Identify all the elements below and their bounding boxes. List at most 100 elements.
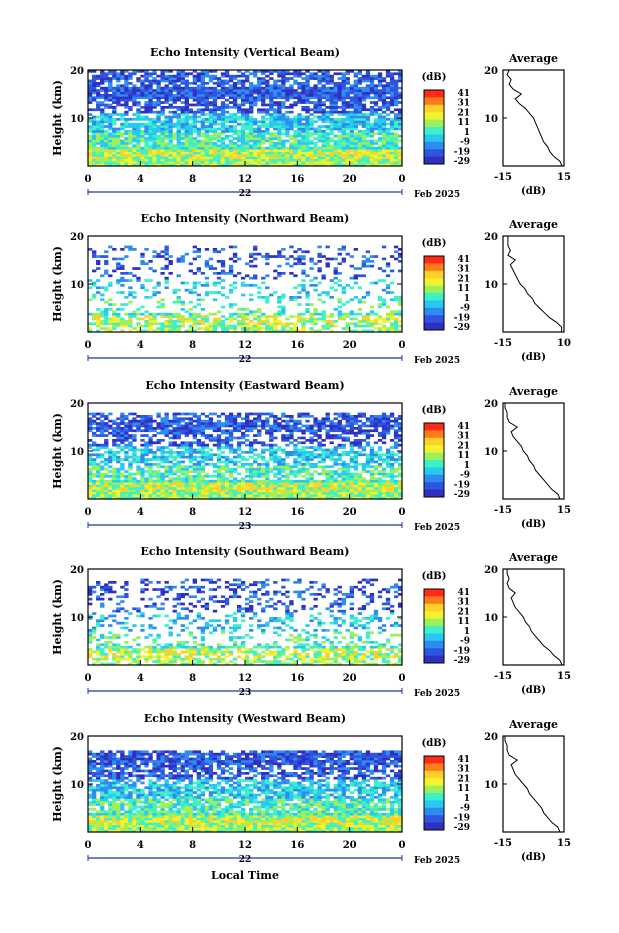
heatmap-cell [233,274,237,277]
heatmap-cell [201,94,205,97]
heatmap-cell [116,265,120,268]
heatmap-cell [370,132,374,135]
heatmap-cell [382,101,386,104]
heatmap-cell [330,449,334,452]
colorbar-tick-label: -9 [460,304,470,314]
heatmap-cell [269,132,273,135]
heatmap-cell [124,101,128,104]
heatmap-cell [229,113,233,116]
heatmap-cell [144,248,148,251]
heatmap-cell [253,492,257,495]
heatmap-cell [321,310,325,313]
heatmap-cell [140,84,144,87]
heatmap-cell [362,120,366,123]
heatmap-cell [338,72,342,75]
heatmap-cell [116,267,120,270]
heatmap-cell [257,468,261,471]
heatmap-cell [378,279,382,282]
heatmap-cell [185,161,189,164]
heatmap-cell [221,475,225,478]
heatmap-cell [164,480,168,483]
heatmap-cell [354,154,358,157]
heatmap-cell [177,482,181,485]
heatmap-cell [330,125,334,128]
heatmap-cell [189,487,193,490]
heatmap-cell [293,451,297,454]
heatmap-cell [217,154,221,157]
heatmap-cell [253,475,257,478]
heatmap-cell [225,106,229,109]
heatmap-cell [241,142,245,145]
heatmap-cell [342,303,346,306]
heatmap-cell [128,444,132,447]
heatmap-cell [132,159,136,162]
heatmap-cell [394,140,398,143]
heatmap-cell [116,482,120,485]
heatmap-cell [92,255,96,258]
heatmap-cell [366,480,370,483]
heatmap-cell [265,473,269,476]
heatmap-cell [124,475,128,478]
heatmap-cell [152,135,156,138]
heatmap-cell [273,473,277,476]
heatmap-cell [362,80,366,83]
heatmap-cell [321,482,325,485]
heatmap-cell [253,159,257,162]
heatmap-cell [334,282,338,285]
heatmap-cell [362,482,366,485]
heatmap-cell [281,89,285,92]
heatmap-cell [205,325,209,328]
heatmap-cell [382,80,386,83]
heatmap-cell [354,465,358,468]
heatmap-cell [354,296,358,299]
heatmap-cell [177,144,181,147]
heatmap-cell [177,125,181,128]
heatmap-cell [249,468,253,471]
heatmap-cell [350,485,354,488]
heatmap-cell [140,318,144,321]
heatmap-cell [92,75,96,78]
heatmap-cell [354,118,358,121]
heatmap-cell [354,480,358,483]
heatmap-cell [96,147,100,150]
heatmap-cell [152,480,156,483]
heatmap-cell [293,125,297,128]
heatmap-cell [285,130,289,133]
heatmap-cell [144,130,148,133]
heatmap-cell [112,477,116,480]
heatmap-cell [116,142,120,145]
heatmap-cell [144,128,148,131]
heatmap-cell [197,111,201,114]
heatmap-cell [370,113,374,116]
heatmap-cell [394,82,398,85]
heatmap-cell [374,84,378,87]
heatmap-cell [249,82,253,85]
heatmap-cell [132,128,136,131]
heatmap-cell [229,303,233,306]
heatmap-cell [257,159,261,162]
heatmap-cell [108,77,112,80]
heatmap-cell [197,77,201,80]
heatmap-cell [297,248,301,251]
heatmap-cell [152,111,156,114]
heatmap-cell [305,77,309,80]
heatmap-cell [160,154,164,157]
heatmap-cell [185,94,189,97]
heatmap-cell [144,494,148,497]
heatmap-cell [378,303,382,306]
heatmap-cell [261,315,265,318]
heatmap-cell [309,118,313,121]
heatmap-cell [205,101,209,104]
heatmap-cell [394,470,398,473]
heatmap-cell [104,492,108,495]
heatmap-cell [362,152,366,155]
heatmap-cell [104,75,108,78]
heatmap-cell [374,118,378,121]
heatmap-cell [362,320,366,323]
heatmap-cell [100,72,104,75]
heatmap-cell [305,458,309,461]
heatmap-cell [229,313,233,316]
heatmap-cell [350,144,354,147]
heatmap-cell [261,494,265,497]
heatmap-cell [309,77,313,80]
